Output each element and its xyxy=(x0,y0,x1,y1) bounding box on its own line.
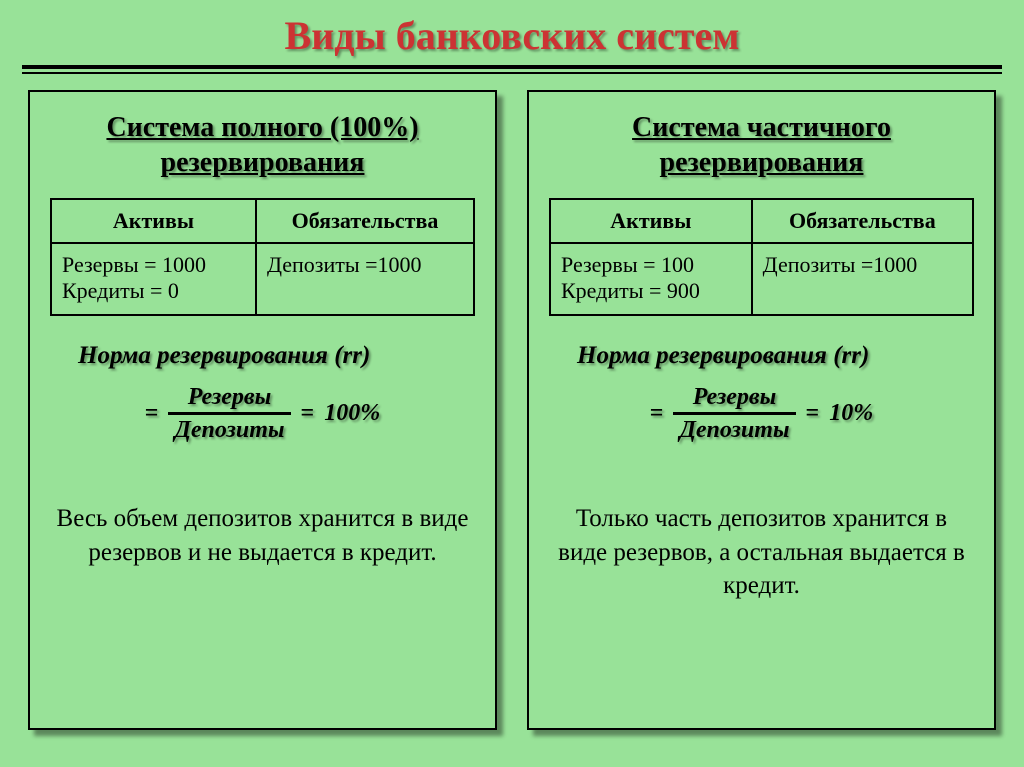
panel-title-left-l2: резервирования xyxy=(161,147,365,178)
td-liabilities-right: Депозиты =1000 xyxy=(752,243,973,315)
divider-thick xyxy=(22,65,1002,69)
page-title: Виды банковских систем xyxy=(22,12,1002,59)
eq1-right: = xyxy=(650,400,664,427)
balance-table-right: Активы Обязательства Резервы = 100 Креди… xyxy=(549,198,974,316)
eq2-left: = xyxy=(301,400,315,427)
liab-deposits-right: Депозиты =1000 xyxy=(763,252,962,278)
th-assets-left: Активы xyxy=(51,199,256,243)
balance-table-left: Активы Обязательства Резервы = 1000 Кред… xyxy=(50,198,475,316)
panel-title-right-l2: резервирования xyxy=(660,147,864,178)
norm-label-right: Норма резервирования (rr) xyxy=(549,342,974,370)
assets-credits-left: Кредиты = 0 xyxy=(62,278,245,304)
fraction-left: Резервы Депозиты xyxy=(168,384,290,444)
formula-right: = Резервы Депозиты = 10% xyxy=(549,384,974,444)
formula-left: = Резервы Депозиты = 100% xyxy=(50,384,475,444)
numerator-right: Резервы xyxy=(687,384,783,412)
th-liabilities-left: Обязательства xyxy=(256,199,474,243)
numerator-left: Резервы xyxy=(182,384,278,412)
liab-deposits-left: Депозиты =1000 xyxy=(267,252,463,278)
norm-text-left: Норма резервирования xyxy=(78,342,334,369)
td-assets-right: Резервы = 100 Кредиты = 900 xyxy=(550,243,752,315)
description-left: Весь объем депозитов хранится в виде рез… xyxy=(50,502,475,570)
denominator-left: Депозиты xyxy=(168,412,290,443)
panels-row: Система полного (100%) резервирования Ак… xyxy=(22,90,1002,730)
divider-thin xyxy=(22,72,1002,74)
panel-title-right-l1: Система частичного xyxy=(632,112,891,143)
panel-partial-reserve: Система частичного резервирования Активы… xyxy=(527,90,996,730)
panel-title-right: Система частичного резервирования xyxy=(549,110,974,180)
th-assets-right: Активы xyxy=(550,199,752,243)
norm-text-right: Норма резервирования xyxy=(577,342,833,369)
norm-symbol-left: (rr) xyxy=(334,342,370,369)
description-right: Только часть депозитов хранится в виде р… xyxy=(549,502,974,603)
assets-reserves-left: Резервы = 1000 xyxy=(62,252,245,278)
panel-title-left: Система полного (100%) резервирования xyxy=(50,110,475,180)
result-left: 100% xyxy=(324,400,380,427)
assets-reserves-right: Резервы = 100 xyxy=(561,252,741,278)
td-liabilities-left: Депозиты =1000 xyxy=(256,243,474,315)
fraction-right: Резервы Депозиты xyxy=(673,384,795,444)
panel-title-left-l1: Система полного (100%) xyxy=(106,112,418,143)
th-liabilities-right: Обязательства xyxy=(752,199,973,243)
denominator-right: Депозиты xyxy=(673,412,795,443)
norm-symbol-right: (rr) xyxy=(833,342,869,369)
td-assets-left: Резервы = 1000 Кредиты = 0 xyxy=(51,243,256,315)
panel-full-reserve: Система полного (100%) резервирования Ак… xyxy=(28,90,497,730)
assets-credits-right: Кредиты = 900 xyxy=(561,278,741,304)
eq2-right: = xyxy=(806,400,820,427)
eq1-left: = xyxy=(145,400,159,427)
norm-label-left: Норма резервирования (rr) xyxy=(50,342,475,370)
result-right: 10% xyxy=(829,400,873,427)
